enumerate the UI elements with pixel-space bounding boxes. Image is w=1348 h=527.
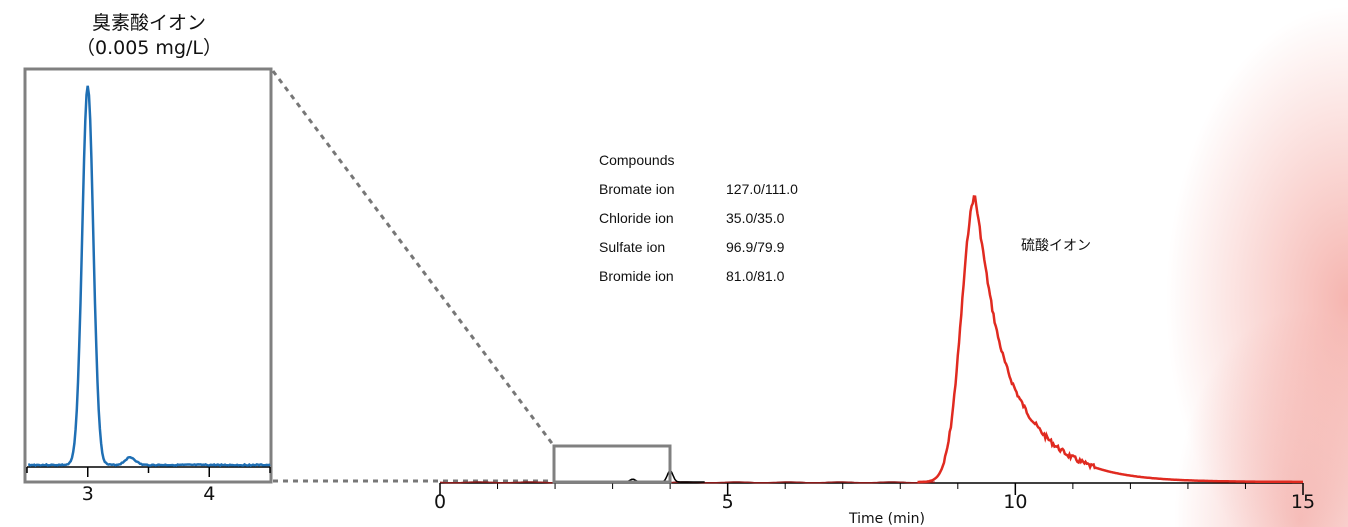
- zoom-box: [552, 444, 672, 484]
- sulfate-peak-label: 硫酸イオン: [1021, 238, 1091, 254]
- sulfate-trace: [917, 195, 1303, 484]
- legend-mz: 81.0/81.0: [726, 268, 785, 284]
- x-tick-label: 5: [722, 491, 734, 513]
- inset-title: 臭素酸イオン: [91, 12, 206, 34]
- compounds-legend: Compounds Bromate ion 127.0/111.0 Chlorid…: [599, 150, 798, 295]
- legend-mz: 35.0/35.0: [726, 210, 785, 226]
- x-tick-label: 15: [1291, 491, 1315, 513]
- legend-compound-name: Sulfate ion: [599, 239, 666, 255]
- legend-row: Sulfate ion 96.9/79.9: [599, 237, 798, 266]
- legend-header: Compounds: [599, 152, 675, 168]
- bromide-trace: [589, 470, 705, 483]
- inset-tick-label: 4: [203, 483, 215, 505]
- legend-compound-name: Chloride ion: [599, 210, 674, 226]
- legend-row: Bromate ion 127.0/111.0: [599, 179, 798, 208]
- inset-x-axis: 234: [26, 466, 271, 505]
- x-axis-label: Time (min): [848, 511, 925, 527]
- legend-compound-name: Bromate ion: [599, 181, 675, 197]
- legend-row: Bromide ion 81.0/81.0: [599, 266, 798, 295]
- legend-row: Chloride ion 35.0/35.0: [599, 208, 798, 237]
- legend-compound-name: Bromide ion: [599, 268, 674, 284]
- zoom-connector-top: [271, 70, 556, 447]
- inset-tick-label: 3: [82, 483, 94, 505]
- inset-frame: [23, 67, 273, 484]
- x-tick-label: 0: [434, 491, 446, 513]
- main-x-axis: 0 5 10 15: [434, 482, 1315, 513]
- legend-mz: 127.0/111.0: [726, 181, 798, 197]
- legend-mz: 96.9/79.9: [726, 239, 785, 255]
- inset-concentration: （0.005 mg/L）: [76, 37, 222, 59]
- bromate-trace: [28, 85, 271, 468]
- x-tick-label: 10: [1003, 491, 1027, 513]
